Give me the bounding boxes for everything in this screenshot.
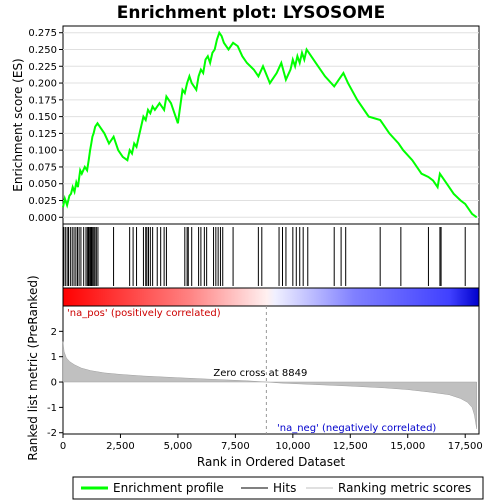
legend-enrichment-label: Enrichment profile	[113, 481, 224, 495]
es-y-tick-label: 0.225	[28, 62, 57, 73]
x-tick-label: 12,500	[333, 441, 368, 452]
x-tick-label: 15,000	[390, 441, 425, 452]
legend-box	[72, 476, 484, 500]
es-y-tick-label: 0.150	[28, 112, 57, 123]
zero-cross-label: Zero cross at 8849	[213, 368, 307, 379]
es-y-tick-label: 0.025	[28, 196, 57, 207]
metric-y-tick-label: 1	[51, 352, 57, 363]
rank-color-bar	[62, 287, 480, 307]
es-y-ticks: 0.000 0.025 0.050 0.075 0.100 0.125 0.150 0.175…	[28, 28, 63, 224]
x-tick-label: 7,500	[221, 441, 250, 452]
metric-y-tick-label: 2	[51, 327, 57, 338]
positive-correlation-label: 'na_pos' (positively correlated)	[67, 308, 221, 319]
x-axis-label: Rank in Ordered Dataset	[197, 455, 345, 469]
es-y-tick-label: 0.075	[28, 162, 57, 173]
es-y-tick-label: 0.175	[28, 95, 57, 106]
es-y-tick-label: 0.050	[28, 179, 57, 190]
legend-metric-label: Ranking metric scores	[338, 481, 471, 495]
enrichment-profile-path	[62, 30, 478, 219]
metric-y-tick-label: -1	[47, 403, 57, 414]
es-y-tick-label: 0.125	[28, 129, 57, 140]
es-y-axis-label: Enrichment score (ES)	[11, 58, 25, 191]
es-y-tick-label: 0.000	[28, 213, 57, 224]
metric-x-ticks: 0 2,500 5,000 7,500 10,000 12,500 15,000 17,500	[60, 434, 483, 452]
x-tick-label: 0	[60, 441, 66, 452]
metric-y-tick-label: -2	[47, 428, 57, 439]
hits-markers	[63, 227, 466, 286]
legend-hits-label: Hits	[273, 481, 296, 495]
ranking-metric-fill	[62, 341, 477, 429]
metric-y-tick-label: 0	[51, 378, 57, 389]
x-tick-label: 2,500	[106, 441, 135, 452]
enrichment-profile-line	[62, 30, 478, 219]
metric-y-axis-label: Ranked list metric (PreRanked)	[26, 275, 40, 460]
ranking-metric-area	[62, 341, 477, 429]
x-tick-label: 5,000	[164, 441, 193, 452]
x-tick-label: 10,000	[275, 441, 310, 452]
es-plot-frame	[62, 25, 480, 225]
es-y-tick-label: 0.275	[28, 28, 57, 39]
hits-strip-frame	[62, 223, 480, 289]
es-y-tick-label: 0.100	[28, 146, 57, 157]
x-tick-label: 17,500	[448, 441, 483, 452]
negative-correlation-label: 'na_neg' (negatively correlated)	[277, 423, 436, 434]
metric-plot-frame	[62, 305, 480, 435]
es-y-tick-label: 0.200	[28, 79, 57, 90]
chart-title: Enrichment plot: LYSOSOME	[117, 3, 385, 23]
metric-y-ticks: -2 -1 0 1 2	[47, 327, 63, 439]
es-y-tick-label: 0.250	[28, 45, 57, 56]
